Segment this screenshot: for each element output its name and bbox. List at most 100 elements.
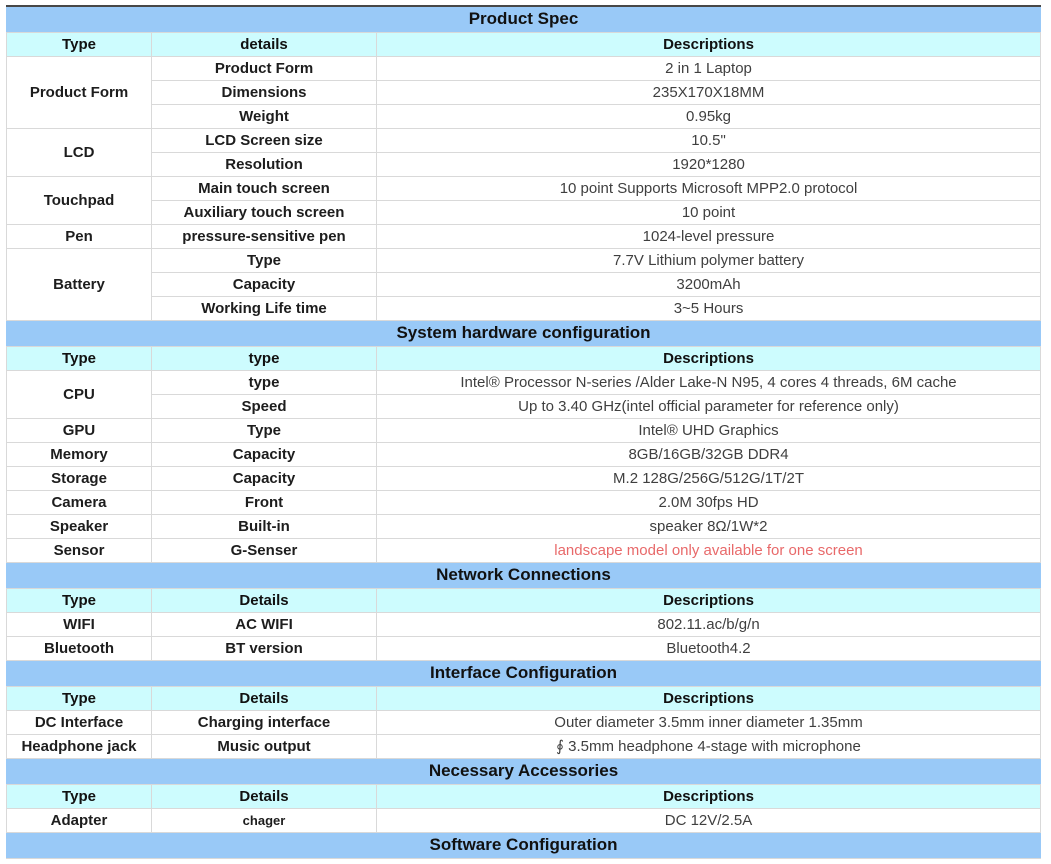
description-cell: M.2 128G/256G/512G/1T/2T [375,465,1042,491]
description-cell: DC 12V/2.5A [375,807,1042,833]
type-cell-speaker: Speaker [6,513,152,539]
detail-cell: Type [151,247,377,273]
table-row: Storage Capacity M.2 128G/256G/512G/1T/2… [6,465,1042,491]
description-cell: 7.7V Lithium polymer battery [375,247,1042,273]
table-row: Working Life time 3~5 Hours [7,295,1042,321]
column-header-details: details [151,31,377,57]
description-cell: 2 in 1 Laptop [375,55,1042,81]
table-row: GPU Type Intel® UHD Graphics [6,417,1042,443]
description-cell: speaker 8Ω/1W*2 [375,513,1042,539]
column-header-descriptions: Descriptions [375,587,1042,613]
column-header-details: Details [151,685,377,711]
detail-cell: Auxiliary touch screen [151,199,377,225]
detail-cell: Capacity [151,271,377,297]
description-cell: 2.0M 30fps HD [375,489,1042,515]
description-cell: Up to 3.40 GHz(intel official parameter … [375,393,1042,419]
section-header-row: System hardware configuration [5,319,1042,347]
detail-cell: Main touch screen [151,175,377,201]
description-cell: 10 point Supports Microsoft MPP2.0 proto… [375,175,1042,201]
type-cell-gpu: GPU [6,417,152,443]
detail-cell: Product Form [151,55,377,81]
column-header-type: Type [6,31,152,57]
column-header-row: Type Details Descriptions [6,685,1042,711]
column-header-details: Details [151,783,377,809]
section-title-accessories: Necessary Accessories [5,757,1042,785]
table-row: Product Form Product Form 2 in 1 Laptop [6,55,1042,129]
detail-cell: Capacity [151,465,377,491]
section-header-row: Necessary Accessories [5,757,1042,785]
column-header-descriptions: Descriptions [375,31,1042,57]
column-header-descriptions: Descriptions [375,345,1042,371]
detail-cell: Type [151,417,377,443]
detail-cell: AC WIFI [151,611,377,637]
type-cell-lcd: LCD [6,127,152,177]
table-row: Speed Up to 3.40 GHz(intel official para… [7,393,1042,419]
detail-cell: Speed [151,393,377,419]
type-cell-memory: Memory [6,441,152,467]
column-header-row: Type Details Descriptions [6,783,1042,809]
table-row: Bluetooth BT version Bluetooth4.2 [6,635,1042,661]
section-title-interface: Interface Configuration [5,659,1042,687]
type-cell-headphone-jack: Headphone jack [6,733,152,759]
table-row: WIFI AC WIFI 802.11.ac/b/g/n [6,611,1042,637]
column-header-descriptions: Descriptions [375,783,1042,809]
description-cell: 10.5" [375,127,1042,153]
section-header-row: Software Configuration [5,831,1042,859]
type-cell-bluetooth: Bluetooth [6,635,152,661]
section-title-network: Network Connections [5,561,1042,589]
detail-cell: Capacity [151,441,377,467]
description-cell: Intel® UHD Graphics [375,417,1042,443]
detail-cell: chager [151,807,377,833]
table-row: Resolution 1920*1280 [7,151,1042,177]
column-header-descriptions: Descriptions [375,685,1042,711]
column-header-type: Type [6,345,152,371]
table-row: Capacity 3200mAh [7,271,1042,297]
column-header-row: Type details Descriptions [6,31,1042,57]
detail-cell: Music output [151,733,377,759]
column-header-type: Type [6,587,152,613]
description-cell: 1920*1280 [375,151,1042,177]
section-header-row: Interface Configuration [5,659,1042,687]
table-row: Camera Front 2.0M 30fps HD [6,489,1042,515]
detail-cell: Weight [151,103,377,129]
description-cell: 3200mAh [375,271,1042,297]
column-header-row: Type Details Descriptions [6,587,1042,613]
table-row: Headphone jack Music output ∮ 3.5mm head… [6,733,1042,759]
description-cell: ∮ 3.5mm headphone 4-stage with microphon… [375,733,1042,759]
description-cell: 10 point [375,199,1042,225]
description-cell: 802.11.ac/b/g/n [375,611,1042,637]
description-cell: Bluetooth4.2 [375,635,1042,661]
table-row: Dimensions 235X170X18MM [7,79,1042,105]
type-cell-touchpad: Touchpad [6,175,152,225]
detail-cell: BT version [151,635,377,661]
product-spec-table: Product Spec Type details Descriptions P… [5,5,1042,859]
section-title-product-spec: Product Spec [5,5,1042,33]
detail-cell: pressure-sensitive pen [151,223,377,249]
section-title-system-hardware: System hardware configuration [5,319,1042,347]
detail-cell: Charging interface [151,709,377,735]
type-cell-pen: Pen [6,223,152,249]
table-row: Memory Capacity 8GB/16GB/32GB DDR4 [6,441,1042,467]
description-cell: 3~5 Hours [375,295,1042,321]
table-row: Sensor G-Senser landscape model only ava… [6,537,1042,563]
type-cell-adapter: Adapter [6,807,152,833]
description-cell-warning: landscape model only available for one s… [375,537,1042,563]
detail-cell: type [151,369,377,395]
table-row: CPU type Intel® Processor N-series /Alde… [6,369,1042,419]
description-cell: 0.95kg [375,103,1042,129]
description-cell: 1024-level pressure [375,223,1042,249]
section-header-row: Product Spec [5,5,1042,33]
detail-cell: Working Life time [151,295,377,321]
table-row: Adapter chager DC 12V/2.5A [6,807,1042,833]
type-cell-wifi: WIFI [6,611,152,637]
description-cell: 8GB/16GB/32GB DDR4 [375,441,1042,467]
column-header-type: Type [6,685,152,711]
type-cell-battery: Battery [6,247,152,321]
table-row: Battery Type 7.7V Lithium polymer batter… [6,247,1042,321]
type-cell-cpu: CPU [6,369,152,419]
table-row: Pen pressure-sensitive pen 1024-level pr… [6,223,1042,249]
detail-cell: Built-in [151,513,377,539]
column-header-row: Type type Descriptions [6,345,1042,371]
table-row: Auxiliary touch screen 10 point [7,199,1042,225]
